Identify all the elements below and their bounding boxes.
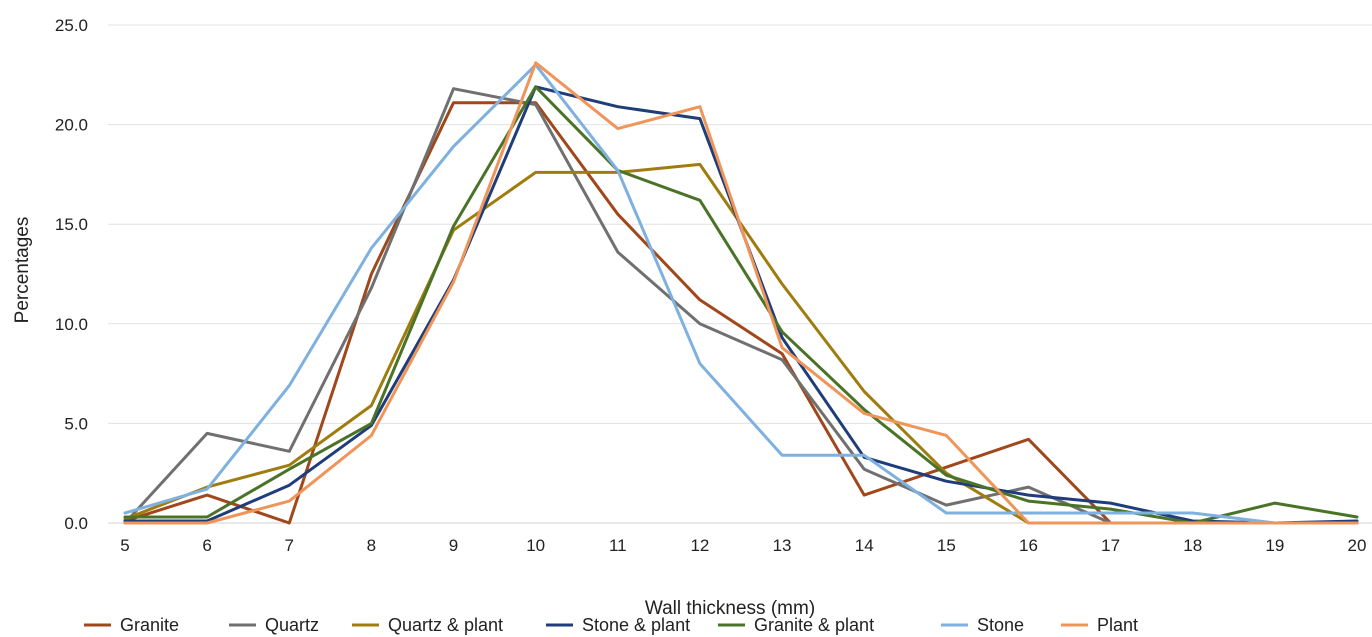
x-tick-label: 10 (526, 536, 545, 555)
legend-item-stone-and-plant: Stone & plant (546, 615, 690, 635)
y-tick-label: 5.0 (64, 414, 88, 433)
x-tick-label: 9 (449, 536, 458, 555)
x-tick-label: 13 (773, 536, 792, 555)
y-tick-label: 25.0 (55, 16, 88, 35)
legend-label: Granite (120, 615, 179, 635)
x-tick-label: 18 (1183, 536, 1202, 555)
legend-label: Plant (1097, 615, 1138, 635)
y-tick-label: 20.0 (55, 116, 88, 135)
x-axis-title: Wall thickness (mm) (645, 598, 815, 619)
x-tick-label: 6 (202, 536, 211, 555)
x-tick-label: 20 (1348, 536, 1367, 555)
x-axis-ticks: 5 6 7 8 9 10 11 12 13 14 15 16 17 18 19 20 (120, 536, 1366, 555)
legend-item-quartz-and-plant: Quartz & plant (352, 615, 503, 635)
y-tick-label: 0.0 (64, 514, 88, 533)
x-tick-label: 17 (1101, 536, 1120, 555)
x-tick-label: 12 (690, 536, 709, 555)
y-tick-label: 10.0 (55, 315, 88, 334)
y-axis-ticks: 0.0 5.0 10.0 15.0 20.0 25.0 (55, 16, 88, 533)
legend-label: Quartz (265, 615, 319, 635)
legend: Granite Quartz Quartz & plant Stone & plant… (84, 615, 1138, 635)
series-line-stone (123, 63, 1359, 525)
legend-label: Quartz & plant (388, 615, 503, 635)
legend-item-granite-and-plant: Granite & plant (718, 615, 874, 635)
series-line-plant (123, 61, 1359, 525)
x-tick-label: 5 (120, 536, 129, 555)
series-line-granite-and-plant (123, 85, 1359, 525)
x-tick-label: 16 (1019, 536, 1038, 555)
legend-label: Stone (977, 615, 1024, 635)
series-line-granite (123, 101, 1359, 525)
y-tick-label: 15.0 (55, 215, 88, 234)
legend-label: Stone & plant (582, 615, 690, 635)
x-tick-label: 15 (937, 536, 956, 555)
legend-item-stone: Stone (941, 615, 1024, 635)
legend-item-granite: Granite (84, 615, 179, 635)
x-tick-label: 8 (367, 536, 376, 555)
y-axis-title: Percentages (12, 217, 33, 324)
series-lines (123, 61, 1359, 525)
x-tick-label: 19 (1265, 536, 1284, 555)
x-tick-label: 14 (855, 536, 874, 555)
gridlines (108, 24, 1372, 524)
x-tick-label: 7 (285, 536, 294, 555)
x-tick-label: 11 (609, 536, 627, 555)
legend-item-plant: Plant (1061, 615, 1138, 635)
legend-item-quartz: Quartz (229, 615, 319, 635)
legend-label: Granite & plant (754, 615, 874, 635)
